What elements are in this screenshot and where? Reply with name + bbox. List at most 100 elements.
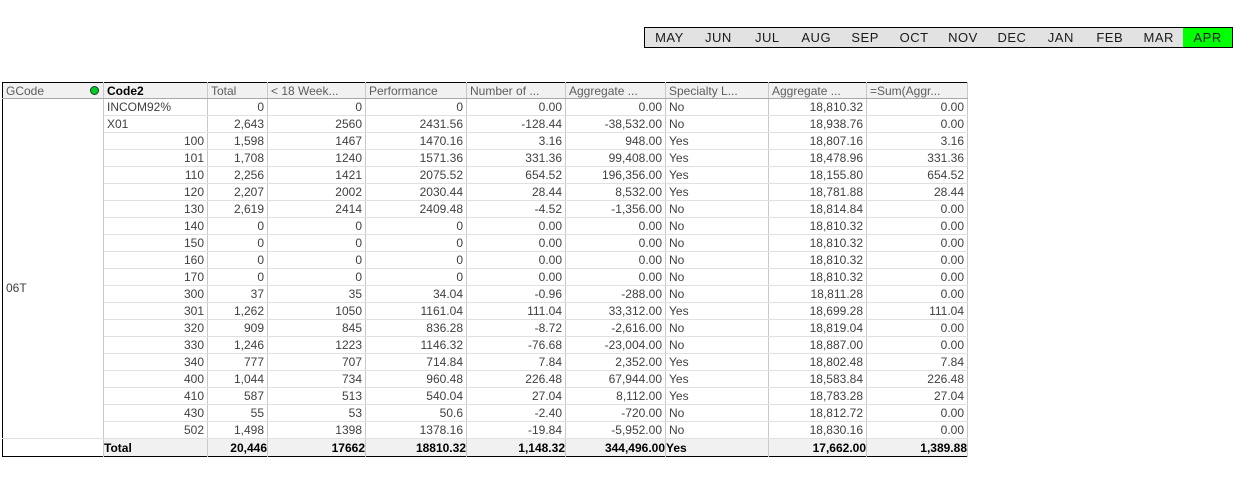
code2-cell[interactable]: INCOM92% [103,98,208,116]
column-header-8[interactable]: Aggregate ... [768,82,867,99]
month-tab-dec[interactable]: DEC [997,30,1027,45]
value-cell: 2075.52 [365,166,467,184]
code2-cell[interactable]: 330 [103,336,208,354]
value-cell: No [665,285,769,303]
column-header-1[interactable]: Code2 [103,82,208,99]
code2-cell[interactable]: 130 [103,200,208,218]
value-cell: No [665,98,769,116]
month-tab-apr[interactable]: APR [1183,28,1233,47]
value-cell: 654.52 [466,166,566,184]
column-header-gcode[interactable]: GCode [2,82,104,99]
month-tab-oct[interactable]: OCT [899,30,929,45]
code2-cell[interactable]: 430 [103,404,208,422]
month-tab-jan[interactable]: JAN [1047,30,1074,45]
code2-cell[interactable]: 140 [103,217,208,235]
code2-cell[interactable]: 150 [103,234,208,252]
column-header-3[interactable]: < 18 Week... [267,82,366,99]
value-cell: 0 [365,251,467,269]
column-header-7[interactable]: Specialty L... [665,82,769,99]
total-value-cell: 18810.32 [365,438,467,457]
code2-cell[interactable]: 100 [103,132,208,150]
month-tab-mar[interactable]: MAR [1143,30,1174,45]
column-header-6[interactable]: Aggregate ... [565,82,666,99]
value-cell: Yes [665,132,769,150]
value-cell: 0 [207,234,268,252]
value-cell: 2431.56 [365,115,467,133]
gcode-indicator-icon [90,86,99,95]
code2-cell[interactable]: 320 [103,319,208,337]
value-cell: 2030.44 [365,183,467,201]
column-header-9[interactable]: =Sum(Aggr... [866,82,968,99]
code2-cell[interactable]: 340 [103,353,208,371]
value-cell: 1470.16 [365,132,467,150]
month-tab-jul[interactable]: JUL [754,30,780,45]
value-cell: 0 [267,234,366,252]
value-cell: Yes [665,370,769,388]
code2-cell[interactable]: X01 [103,115,208,133]
month-tab-aug[interactable]: AUG [801,30,832,45]
code2-cell[interactable]: 101 [103,149,208,167]
code2-cell[interactable]: 410 [103,387,208,405]
value-cell: -0.96 [466,285,566,303]
value-cell: 8,112.00 [565,387,666,405]
value-cell: 2,256 [207,166,268,184]
value-cell: 1,708 [207,149,268,167]
value-cell: 0.00 [565,98,666,116]
code2-cell[interactable]: 160 [103,251,208,269]
code2-cell[interactable]: 110 [103,166,208,184]
month-tab-feb[interactable]: FEB [1096,30,1124,45]
month-tab-may[interactable]: MAY [655,30,684,45]
total-gcode-cell [2,438,104,457]
code2-cell[interactable]: 400 [103,370,208,388]
value-cell: 27.04 [866,387,968,405]
value-cell: 2,619 [207,200,268,218]
value-cell: 28.44 [466,183,566,201]
table-body: 06T INCOM92% 0 0 0 0.00 0.00 No 18,810.32 0.00 X01… [2,98,968,439]
value-cell: No [665,217,769,235]
gcode-value: 06T [6,281,27,295]
column-header-4[interactable]: Performance [365,82,467,99]
table-row: 320 909 845 836.28 -8.72 -2,616.00 No 18,819.04… [3,319,968,337]
gcode-header-label: GCode [6,83,45,98]
value-cell: Yes [665,166,769,184]
value-cell: 0 [365,268,467,286]
month-bar: MAY JUN JUL AUG SEP OCT NOV DEC JAN FEB MAR APR [644,27,1233,48]
value-cell: 0.00 [466,251,566,269]
total-value-cell: 1,148.32 [466,438,566,457]
value-cell: -5,952.00 [565,421,666,439]
code2-cell[interactable]: 170 [103,268,208,286]
month-tab-sep[interactable]: SEP [851,30,879,45]
value-cell: 18,810.32 [768,268,867,286]
value-cell: 18,807.16 [768,132,867,150]
month-tab-nov[interactable]: NOV [948,30,978,45]
code2-cell[interactable]: 300 [103,285,208,303]
value-cell: 0.00 [866,200,968,218]
total-value-cell: 17662 [267,438,366,457]
value-cell: 18,814.84 [768,200,867,218]
value-cell: 2560 [267,115,366,133]
value-cell: -2,616.00 [565,319,666,337]
value-cell: No [665,234,769,252]
month-tab-jun[interactable]: JUN [704,30,732,45]
value-cell: 2,643 [207,115,268,133]
code2-cell[interactable]: 301 [103,302,208,320]
value-cell: 0.00 [866,319,968,337]
value-cell: Yes [665,183,769,201]
value-cell: 0 [365,98,467,116]
column-header-5[interactable]: Number of ... [466,82,566,99]
code2-cell[interactable]: 120 [103,183,208,201]
value-cell: 7.84 [466,353,566,371]
value-cell: 331.36 [466,149,566,167]
gcode-cell[interactable]: 06T [2,98,104,439]
value-cell: No [665,336,769,354]
value-cell: No [665,319,769,337]
value-cell: Yes [665,353,769,371]
value-cell: 18,810.32 [768,251,867,269]
value-cell: 0.00 [866,404,968,422]
value-cell: 18,830.16 [768,421,867,439]
value-cell: No [665,115,769,133]
value-cell: -720.00 [565,404,666,422]
code2-cell[interactable]: 502 [103,421,208,439]
value-cell: 2,352.00 [565,353,666,371]
column-header-2[interactable]: Total [207,82,268,99]
